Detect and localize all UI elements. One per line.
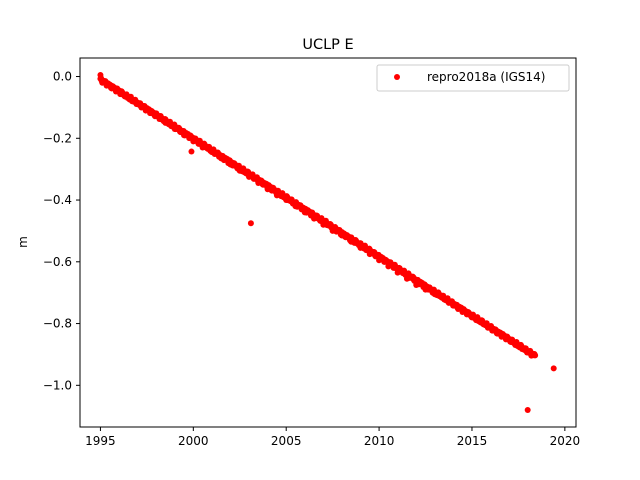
x-tick-label: 2005 (271, 434, 302, 448)
data-point (162, 119, 169, 126)
data-point (255, 180, 262, 187)
data-point (320, 221, 327, 228)
data-point (236, 167, 243, 174)
data-point (422, 286, 429, 293)
y-tick-label: −0.4 (43, 193, 72, 207)
outlier-point (247, 220, 254, 227)
data-point (441, 295, 448, 302)
data-point (478, 317, 485, 324)
data-point (376, 257, 383, 264)
chart-title: UCLP E (302, 37, 353, 53)
y-tick-label: −0.6 (43, 255, 72, 269)
outlier-point (524, 407, 531, 414)
legend-box (376, 64, 570, 92)
legend-marker (394, 74, 400, 80)
data-point (385, 263, 392, 270)
y-axis-label: m (16, 236, 30, 248)
data-point (97, 71, 104, 78)
data-point (394, 269, 401, 276)
data-point (108, 82, 115, 89)
data-point (403, 275, 410, 282)
data-point (103, 79, 110, 86)
data-point (218, 155, 225, 162)
data-point (413, 281, 420, 288)
legend: repro2018a (IGS14) (376, 64, 570, 92)
data-point (524, 348, 531, 355)
x-tick-label: 2015 (457, 434, 488, 448)
plot-frame (79, 57, 577, 428)
data-point (329, 227, 336, 234)
data-point (550, 365, 557, 372)
y-tick-label: −1.0 (43, 378, 72, 392)
x-tick-label: 1995 (85, 434, 116, 448)
data-point (366, 251, 373, 258)
x-tick-label: 2000 (178, 434, 209, 448)
data-point (292, 203, 299, 210)
data-point (450, 300, 457, 307)
y-tick-label: −0.8 (43, 317, 72, 331)
x-tick-label: 2020 (550, 434, 581, 448)
data-point (227, 161, 234, 168)
data-point (273, 192, 280, 199)
data-point (506, 335, 513, 342)
data-point (199, 144, 206, 151)
data-point (348, 238, 355, 245)
data-point (431, 291, 438, 298)
data-point (125, 93, 132, 100)
data-point (208, 149, 215, 156)
data-point (459, 306, 466, 313)
data-point (181, 132, 188, 139)
y-tick-label: −0.2 (43, 131, 72, 145)
axes: 1995 2000 2005 2010 2015 2020 0.0 −0.2 −0.4 −0.6 −… (43, 57, 581, 448)
data-point (487, 323, 494, 330)
data-point (143, 105, 150, 112)
data-point (301, 209, 308, 216)
data-point (311, 215, 318, 222)
data-point (171, 126, 178, 133)
data-point (283, 197, 290, 204)
data-point (530, 351, 537, 358)
x-tick-label: 2010 (364, 434, 395, 448)
data-point (153, 112, 160, 119)
data-point (357, 244, 364, 251)
y-tick-label: 0.0 (53, 70, 72, 84)
data-points (97, 71, 557, 414)
data-point (264, 186, 271, 193)
data-point (338, 232, 345, 239)
data-point (496, 329, 503, 336)
data-point (468, 312, 475, 319)
data-point (190, 138, 197, 145)
data-point (515, 342, 522, 349)
legend-label: repro2018a (IGS14) (427, 70, 545, 84)
data-point (134, 99, 141, 106)
data-point (246, 173, 253, 180)
data-point (116, 87, 123, 94)
outlier-point (188, 148, 195, 155)
